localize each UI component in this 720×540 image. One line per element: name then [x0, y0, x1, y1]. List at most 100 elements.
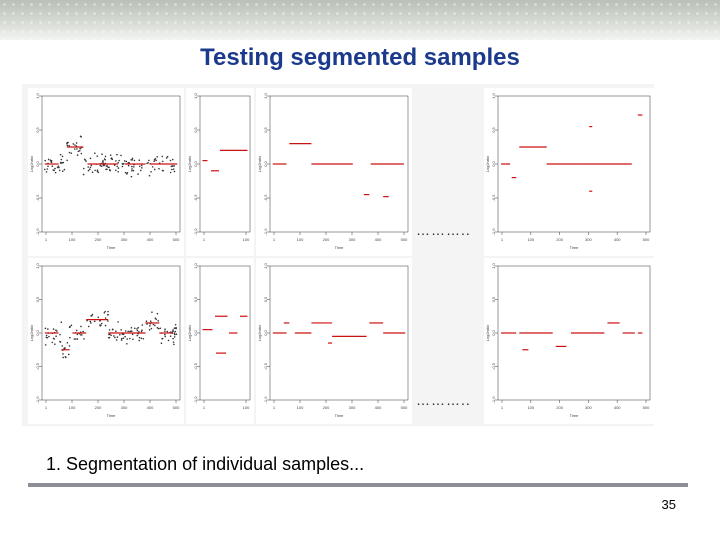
data-point — [85, 160, 87, 162]
data-point — [91, 313, 94, 316]
data-point — [70, 324, 73, 327]
plot-row2-seg-b-svg: 1.0 0.5 0.0 -0.5 -1.0 Log2ratio 1 100 200 300 400 5… — [485, 262, 651, 418]
data-point — [103, 312, 106, 314]
data-point — [149, 320, 152, 323]
data-point — [91, 315, 93, 317]
data-point — [156, 326, 159, 329]
data-point — [141, 167, 143, 169]
y-tick-label: 1.0 — [263, 92, 268, 98]
data-point — [161, 337, 164, 340]
plot-row1-raw-wide: 1.0 0.5 0.0 -0.5 -1.0 Log2ratio 1 100 200 300 400 5… — [28, 88, 184, 256]
data-point — [108, 336, 111, 339]
data-point — [125, 160, 128, 163]
x-tick-label: 400 — [375, 405, 382, 410]
data-point — [59, 333, 61, 336]
data-point — [136, 334, 139, 337]
data-point — [173, 343, 175, 346]
data-point — [100, 322, 103, 325]
x-axis-label: Time — [335, 245, 345, 250]
data-point — [154, 158, 157, 160]
plot-row2-raw-narrow: 1.0 0.5 0.0 -0.5 -1.0 Log2ratio 1 100 — [186, 258, 254, 424]
data-point — [157, 327, 160, 330]
data-point — [91, 171, 94, 174]
data-point — [138, 331, 140, 333]
data-point — [169, 171, 172, 174]
data-point — [127, 164, 130, 167]
data-point — [111, 328, 114, 331]
data-point — [102, 162, 104, 164]
y-axis-label: Log2ratio — [187, 155, 192, 172]
data-point — [82, 330, 84, 333]
data-point — [99, 320, 101, 322]
data-point — [107, 313, 109, 316]
data-point — [61, 155, 64, 158]
y-tick-label: 0.0 — [263, 160, 268, 166]
y-tick-label: 0.5 — [193, 296, 198, 302]
data-point — [66, 144, 69, 147]
data-point — [138, 336, 141, 339]
data-point — [65, 356, 67, 359]
data-point — [122, 162, 125, 165]
data-point — [140, 164, 143, 167]
data-point — [131, 333, 134, 336]
data-point — [142, 337, 145, 340]
x-tick-label: 100 — [243, 237, 250, 242]
data-point — [158, 167, 160, 170]
data-point — [117, 170, 120, 173]
x-tick-label: 500 — [173, 237, 180, 242]
data-point — [119, 333, 121, 336]
data-point — [110, 334, 112, 337]
data-point — [171, 168, 173, 171]
data-point — [104, 155, 107, 158]
data-point — [116, 336, 119, 338]
plot-row1-seg-b-svg: 1.0 0.5 0.0 -0.5 -1.0 Log2ratio 1 100 200 300 400 5… — [485, 92, 651, 250]
ellipsis-separator-row1: ……….. — [416, 222, 471, 238]
y-tick-label: 1.0 — [491, 92, 496, 98]
data-point — [46, 168, 49, 170]
data-point — [68, 353, 70, 356]
data-point — [175, 327, 177, 329]
data-point — [128, 337, 131, 340]
data-point — [51, 341, 54, 344]
data-point — [173, 333, 176, 336]
data-point — [141, 324, 144, 326]
data-point — [106, 168, 108, 171]
data-point — [138, 339, 141, 342]
x-tick-label: 100 — [243, 405, 250, 410]
data-point — [148, 159, 150, 162]
data-point — [122, 337, 125, 339]
page-number: 35 — [661, 497, 676, 512]
data-point — [115, 169, 117, 172]
data-point — [76, 154, 79, 156]
data-point — [87, 325, 90, 328]
data-point — [87, 169, 90, 172]
data-point — [174, 330, 177, 333]
y-tick-label: 0.0 — [263, 329, 268, 335]
y-tick-label: -0.5 — [193, 194, 198, 202]
data-point — [117, 321, 119, 323]
data-point — [47, 158, 50, 161]
x-tick-label: 500 — [401, 405, 408, 410]
data-point — [93, 320, 96, 323]
data-point — [124, 171, 127, 174]
data-point — [104, 317, 107, 319]
y-tick-label: 0.5 — [35, 126, 40, 132]
data-point — [63, 168, 66, 171]
data-point — [66, 141, 69, 144]
x-tick-label: 1 — [203, 405, 206, 410]
data-point — [169, 159, 172, 162]
data-point — [96, 155, 99, 157]
data-point — [150, 327, 153, 330]
data-point — [124, 335, 126, 338]
y-tick-label: -1.0 — [35, 228, 40, 236]
data-point — [155, 159, 157, 162]
data-point — [130, 175, 133, 178]
data-point — [74, 144, 76, 146]
data-point — [117, 161, 119, 164]
data-point — [141, 329, 143, 331]
data-point — [45, 334, 48, 337]
data-point — [97, 316, 100, 319]
slide-caption: 1. Segmentation of individual samples... — [46, 454, 365, 474]
plot-row1-seg-a-svg: 1.0 0.5 0.0 -0.5 -1.0 Log2ratio 1 100 200 300 400 5… — [257, 92, 409, 250]
data-point — [172, 165, 174, 167]
